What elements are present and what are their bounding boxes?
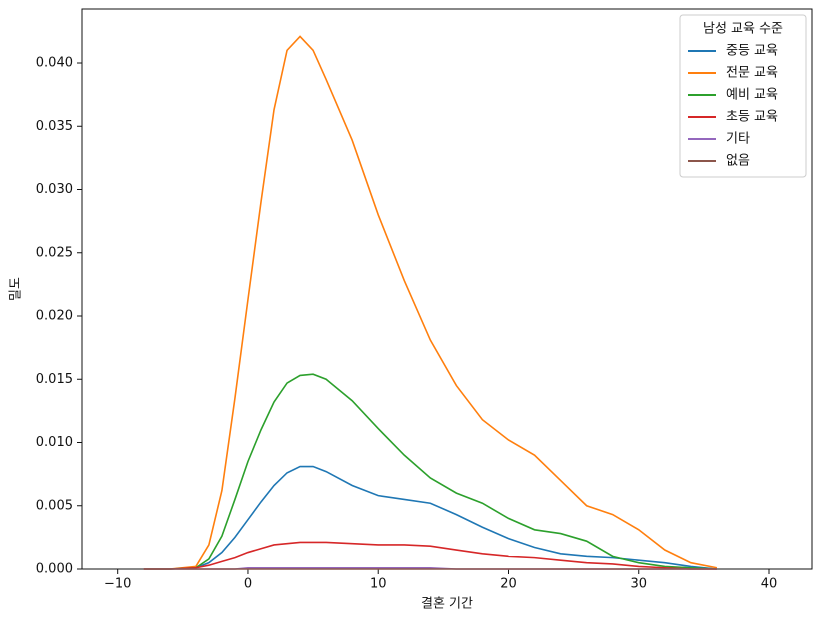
y-axis-label: 밀도: [9, 277, 24, 301]
x-tick-label: 10: [370, 577, 387, 592]
y-tick-label: 0.035: [36, 119, 73, 134]
x-tick-label: 30: [630, 577, 647, 592]
x-tick-label: 40: [761, 577, 778, 592]
x-tick-label: −10: [104, 577, 131, 592]
density-line: [143, 373, 717, 570]
legend-box: [679, 14, 807, 178]
y-tick-label: 0.025: [36, 245, 73, 260]
legend-label: 없음: [726, 154, 750, 169]
y-tick-label: 0.040: [36, 56, 73, 71]
y-tick-label: 0.020: [36, 309, 73, 324]
x-tick-label: 20: [500, 577, 517, 592]
legend-label: 초등 교육: [726, 110, 778, 125]
legend-label: 기타: [726, 132, 750, 147]
legend-label: 전문 교육: [726, 66, 778, 81]
y-tick-label: 0.005: [36, 498, 73, 513]
legend-label: 중등 교육: [726, 44, 778, 59]
legend-title: 남성 교육 수준: [703, 22, 783, 37]
x-tick-label: 0: [244, 577, 252, 592]
x-axis-label: 결혼 기간: [421, 597, 473, 612]
y-tick-label: 0.000: [36, 562, 73, 577]
density-line: [143, 465, 717, 570]
y-tick-label: 0.010: [36, 435, 73, 450]
density-line: [143, 541, 717, 570]
y-tick-label: 0.030: [36, 182, 73, 197]
density-line: [143, 35, 718, 570]
legend-label: 예비 교육: [726, 88, 778, 103]
y-tick-label: 0.015: [36, 372, 73, 387]
